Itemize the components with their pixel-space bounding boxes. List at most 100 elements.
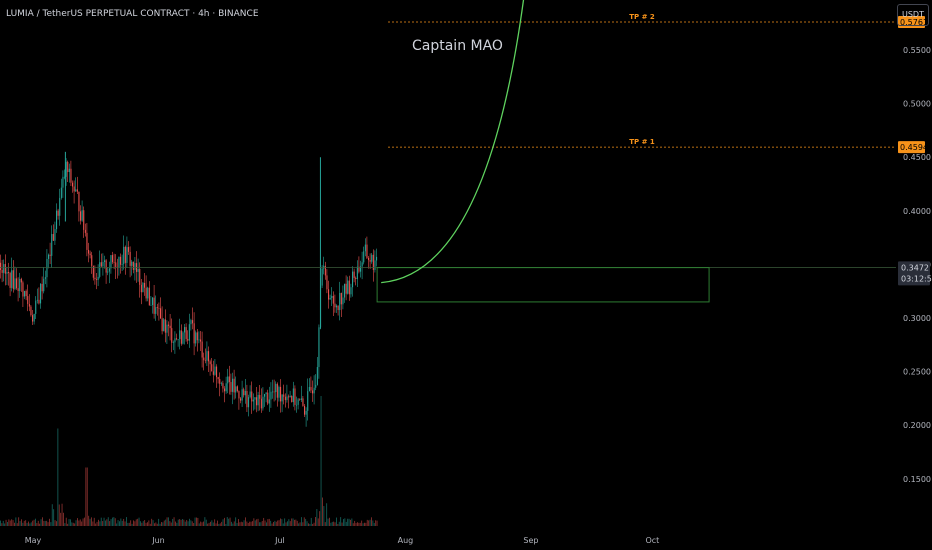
volume-bar <box>140 521 141 526</box>
volume-bar <box>260 522 262 526</box>
volume-bar <box>71 522 73 526</box>
volume-bar <box>172 518 174 526</box>
volume-bar <box>100 517 102 526</box>
volume-bar <box>231 521 232 526</box>
candle-body <box>148 287 150 306</box>
candle-body <box>219 379 221 384</box>
volume-bar <box>107 517 109 526</box>
volume-bar <box>305 518 307 526</box>
volume-bar <box>30 522 32 526</box>
volume-bar <box>336 517 337 526</box>
volume-bar <box>103 517 105 526</box>
volume-bar <box>313 522 315 526</box>
candle-body <box>228 376 230 383</box>
volume-bar <box>253 518 255 526</box>
candle-body <box>208 351 210 362</box>
candle-body <box>164 319 166 333</box>
candle-body <box>278 386 280 398</box>
candle-body <box>262 396 264 409</box>
candle-body <box>128 247 130 252</box>
volume-bar <box>93 517 95 526</box>
candle-body <box>281 394 283 402</box>
volume-bar <box>329 517 330 526</box>
candle-body <box>4 264 6 274</box>
candle-body <box>76 189 78 192</box>
candle-body <box>340 292 342 305</box>
volume-bar <box>116 523 118 526</box>
volume-bar <box>78 520 80 526</box>
candle-body <box>203 357 205 361</box>
volume-bar <box>219 523 221 526</box>
volume-bar <box>131 523 133 526</box>
candle-body <box>356 266 358 280</box>
volume-bar <box>142 521 144 526</box>
candle-body <box>376 256 378 261</box>
volume-bar <box>310 517 312 526</box>
candle-body <box>244 391 246 396</box>
volume-bar <box>74 523 76 526</box>
volume-bar <box>334 522 336 526</box>
volume-bar <box>1 523 3 526</box>
volume-bar <box>42 517 43 526</box>
x-tick-label: Aug <box>398 536 414 545</box>
volume-bar <box>207 523 209 526</box>
volume-bar <box>75 520 77 526</box>
volume-bar <box>182 519 183 526</box>
volume-bar <box>306 521 308 526</box>
volume-bar <box>16 523 18 526</box>
volume-bar <box>114 518 116 526</box>
volume-bar <box>316 509 318 526</box>
candle-body <box>302 398 304 406</box>
volume-bar <box>252 521 253 526</box>
candle-body <box>241 389 243 401</box>
candle-body <box>3 264 5 273</box>
candle-body <box>115 262 117 267</box>
candle-body <box>310 387 312 391</box>
y-tick-label: 0.5500 <box>903 46 931 55</box>
candle-body <box>88 249 90 254</box>
candle-body <box>297 399 299 405</box>
candle-body <box>180 330 182 344</box>
candle-body <box>44 277 46 279</box>
candle-body <box>204 360 206 361</box>
candle-body <box>284 396 286 401</box>
currency-button[interactable]: USDT <box>897 4 929 26</box>
volume-bar <box>264 520 266 526</box>
volume-bar <box>232 523 234 526</box>
volume-bar <box>81 521 83 526</box>
volume-bar <box>193 523 195 526</box>
candle-body <box>121 264 123 265</box>
volume-bar <box>257 518 259 526</box>
candle-body <box>68 168 70 173</box>
candle-body <box>132 261 134 270</box>
volume-bar <box>292 518 294 526</box>
candle-body <box>235 386 237 393</box>
y-tick-label: 0.4000 <box>903 207 931 216</box>
volume-bar <box>159 523 161 526</box>
candle-body <box>331 295 333 298</box>
volume-bar <box>242 522 244 526</box>
candle-body <box>227 376 229 384</box>
candle-body <box>372 254 374 270</box>
volume-bar <box>208 522 210 526</box>
volume-bar <box>130 520 132 526</box>
candle-body <box>28 303 30 307</box>
volume-bar <box>161 522 162 526</box>
volume-bar <box>282 523 284 526</box>
candle-body <box>102 261 104 267</box>
volume-bar <box>347 518 349 526</box>
volume-bar <box>64 523 66 526</box>
candle-body <box>60 187 62 198</box>
candle-body <box>196 332 198 341</box>
candle-body <box>30 306 32 316</box>
candle-body <box>1 270 3 273</box>
candle-body <box>113 262 115 263</box>
volume-bar <box>261 520 263 526</box>
candle-body <box>256 397 258 406</box>
volume-bar <box>4 523 6 526</box>
candle-body <box>264 394 266 397</box>
candle-body <box>177 339 179 340</box>
volume-bar <box>177 519 179 526</box>
candle-body <box>94 277 96 280</box>
